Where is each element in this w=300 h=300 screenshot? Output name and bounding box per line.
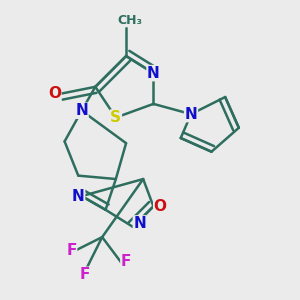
Text: N: N xyxy=(72,189,85,204)
Text: F: F xyxy=(121,254,131,268)
Text: CH₃: CH₃ xyxy=(117,14,142,27)
Text: O: O xyxy=(48,86,61,101)
Text: N: N xyxy=(147,66,160,81)
Text: N: N xyxy=(75,103,88,118)
Text: O: O xyxy=(154,199,167,214)
Text: F: F xyxy=(66,243,76,258)
Text: S: S xyxy=(110,110,121,125)
Text: F: F xyxy=(80,267,90,282)
Text: N: N xyxy=(134,216,146,231)
Text: N: N xyxy=(184,106,197,122)
